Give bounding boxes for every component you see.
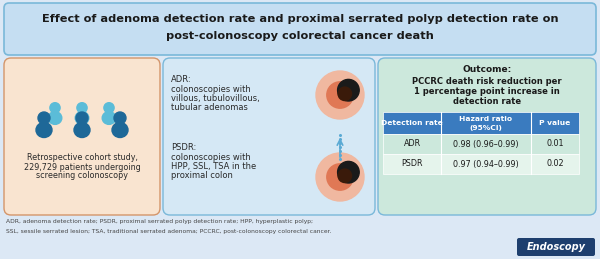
Text: screening colonoscopy: screening colonoscopy	[36, 171, 128, 181]
Ellipse shape	[74, 123, 90, 138]
Text: P value: P value	[539, 120, 571, 126]
Ellipse shape	[48, 112, 62, 124]
Circle shape	[77, 103, 87, 113]
Bar	[383, 134, 579, 154]
Text: post-colonoscopy colorectal cancer death: post-colonoscopy colorectal cancer death	[166, 31, 434, 41]
Text: Endoscopy: Endoscopy	[527, 242, 586, 252]
Text: 0.01: 0.01	[546, 140, 564, 148]
Ellipse shape	[102, 112, 116, 124]
Circle shape	[76, 112, 88, 124]
Circle shape	[38, 112, 50, 124]
FancyBboxPatch shape	[378, 58, 596, 215]
Text: SSL, sessile serrated lesion; TSA, traditional serrated adenoma; PCCRC, post-col: SSL, sessile serrated lesion; TSA, tradi…	[6, 228, 331, 234]
Text: detection rate: detection rate	[453, 97, 521, 105]
Text: (95%CI): (95%CI)	[470, 125, 502, 131]
Bar	[383, 112, 579, 134]
Ellipse shape	[75, 112, 89, 124]
Text: Hazard ratio: Hazard ratio	[460, 116, 512, 122]
Text: colonoscopies with: colonoscopies with	[171, 153, 251, 162]
Circle shape	[338, 161, 359, 183]
FancyBboxPatch shape	[4, 58, 160, 215]
Text: proximal colon: proximal colon	[171, 170, 233, 179]
Text: 0.98 (0.96–0.99): 0.98 (0.96–0.99)	[453, 140, 519, 148]
Text: PSDR: PSDR	[401, 160, 423, 169]
Circle shape	[327, 82, 353, 108]
Text: PSDR:: PSDR:	[171, 143, 196, 153]
Bar	[383, 154, 579, 174]
Text: HPP, SSL, TSA in the: HPP, SSL, TSA in the	[171, 162, 256, 170]
Circle shape	[338, 87, 352, 100]
Text: tubular adenomas: tubular adenomas	[171, 103, 248, 112]
Text: ADR, adenoma detection rate; PSDR, proximal serrated polyp detection rate; HPP, : ADR, adenoma detection rate; PSDR, proxi…	[6, 219, 313, 225]
Text: Detection rate: Detection rate	[381, 120, 443, 126]
Text: 0.02: 0.02	[546, 160, 564, 169]
Text: 1 percentage point increase in: 1 percentage point increase in	[414, 87, 560, 96]
Text: Effect of adenoma detection rate and proximal serrated polyp detection rate on: Effect of adenoma detection rate and pro…	[41, 14, 559, 24]
Circle shape	[316, 153, 364, 201]
Ellipse shape	[36, 123, 52, 138]
Circle shape	[316, 71, 364, 119]
Text: 229,729 patients undergoing: 229,729 patients undergoing	[23, 162, 140, 171]
Circle shape	[114, 112, 126, 124]
Text: PCCRC death risk reduction per: PCCRC death risk reduction per	[412, 76, 562, 85]
Ellipse shape	[112, 123, 128, 138]
Circle shape	[327, 164, 353, 190]
Circle shape	[50, 103, 60, 113]
Text: ADR: ADR	[403, 140, 421, 148]
Text: Retrospective cohort study,: Retrospective cohort study,	[26, 154, 137, 162]
Text: villous, tubulovillous,: villous, tubulovillous,	[171, 93, 260, 103]
Circle shape	[104, 103, 114, 113]
Text: colonoscopies with: colonoscopies with	[171, 84, 251, 93]
Text: 0.97 (0.94–0.99): 0.97 (0.94–0.99)	[453, 160, 519, 169]
Text: Outcome:: Outcome:	[463, 66, 512, 75]
FancyBboxPatch shape	[163, 58, 375, 215]
FancyBboxPatch shape	[4, 3, 596, 55]
FancyBboxPatch shape	[517, 238, 595, 256]
Text: ADR:: ADR:	[171, 76, 191, 84]
Circle shape	[338, 169, 352, 183]
Circle shape	[338, 80, 359, 101]
